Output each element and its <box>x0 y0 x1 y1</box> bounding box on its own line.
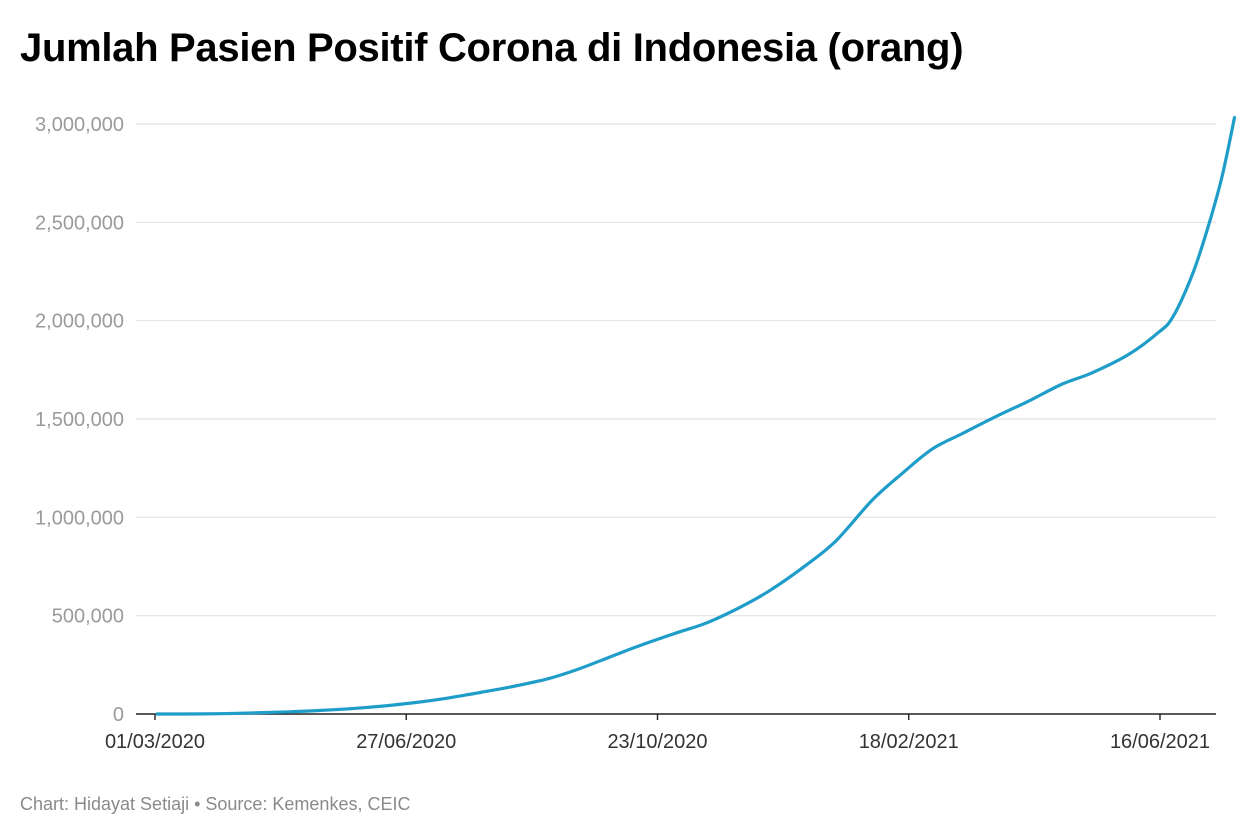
x-tick-label: 23/10/2020 <box>607 731 707 753</box>
y-tick-label: 0 <box>113 704 124 726</box>
y-tick-label: 1,500,000 <box>35 409 124 431</box>
y-axis-labels: 0 500,000 1,000,000 1,500,000 2,000,000 2,500… <box>35 114 124 726</box>
x-axis: 01/03/2020 27/06/2020 23/10/2020 18/02/2021… <box>105 713 1216 753</box>
x-tick-label: 16/06/2021 <box>1110 731 1210 753</box>
x-tick-label: 27/06/2020 <box>356 731 456 753</box>
chart-credit: Chart: Hidayat Setiaji • Source: Kemenke… <box>20 794 411 814</box>
series-layer <box>155 115 1237 716</box>
x-tick-label: 18/02/2021 <box>859 731 959 753</box>
y-tick-label: 2,500,000 <box>35 212 124 234</box>
gridlines <box>136 123 1216 617</box>
y-tick-label: 2,000,000 <box>35 311 124 333</box>
y-tick-label: 1,000,000 <box>35 507 124 529</box>
y-tick-label: 500,000 <box>52 606 124 628</box>
chart-title: Jumlah Pasien Positif Corona di Indonesi… <box>20 26 964 70</box>
line-chart: 0 500,000 1,000,000 1,500,000 2,000,000 2,500… <box>35 114 1237 753</box>
series-line <box>155 115 1237 716</box>
x-tick-label: 01/03/2020 <box>105 731 205 753</box>
y-tick-label: 3,000,000 <box>35 114 124 136</box>
